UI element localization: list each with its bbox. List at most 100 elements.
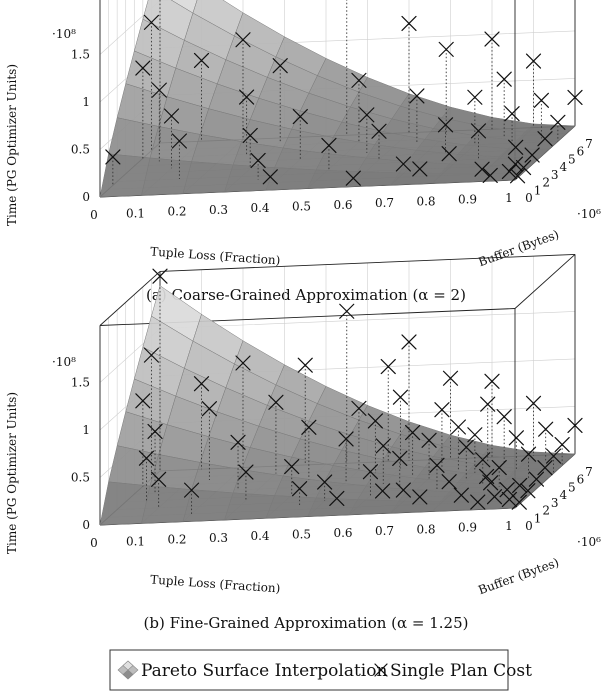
plan-cost-point [501,163,518,180]
y-tick-label: 6 [577,473,585,487]
plan-cost-point [375,483,391,499]
x-axis-label: Tuple Loss (Fraction) [150,244,281,267]
plan-cost-point [515,159,532,176]
plan-cost-point [437,117,454,133]
y-tick-label: 2 [542,176,550,190]
y-tick-label: 5 [568,152,576,166]
caption-b: (b) Fine-Grained Approximation (α = 1.25… [144,614,469,632]
plan-cost-point [362,464,379,480]
y-axis-label: Buffer (Bytes) [476,555,560,597]
plan-cost-point [345,170,361,186]
y-tick-label: 3 [551,168,559,182]
plan-cost-point [496,409,512,425]
plan-cost-point [486,489,503,505]
plan-cost-point [151,471,167,487]
x-tick-label: 0.2 [167,533,186,547]
plan-cost-point [235,355,251,371]
plan-cost-point [409,88,425,104]
x-tick-label: 0.9 [458,193,477,207]
plan-cost-point [508,430,524,446]
y-tick-label: 6 [577,145,585,159]
legend-marker-label: Single Plan Cost [390,661,532,681]
y-tick-label: 1 [534,511,542,525]
x-axis-label: Tuple Loss (Fraction) [150,572,281,595]
plan-cost-point [458,439,474,455]
plan-cost-point [151,82,167,98]
plan-cost-point [467,427,483,443]
plan-cost-point [392,389,409,405]
x-tick-label: 0 [90,536,98,550]
x-tick-label: 0.8 [416,522,435,536]
y-tick-label: 2 [542,504,550,518]
plan-cost-point [351,72,367,88]
x-tick-label: 0.5 [292,200,311,214]
x-tick-label: 0.6 [333,198,352,212]
plan-cost-point [401,334,417,350]
plan-cost-point [533,92,549,108]
plan-cost-point [496,71,512,87]
plan-cost-point [483,475,499,491]
plan-cost-point [507,156,524,172]
plan-cost-point [239,89,255,105]
panel-a: 0 0.1 0.2 0.3 0.4 0.5 0.6 0.7 0.8 0.9 1 0123456700.… [5,0,601,269]
plan-cost-point [484,373,500,389]
z-tick-label: 0.5 [71,143,90,157]
legend-x-marker-icon [374,663,388,677]
plan-cost-point [441,146,457,162]
plan-cost-point [250,152,266,169]
plan-cost-point [525,395,542,411]
y-exponent: ·10⁶ [577,207,601,221]
surface-patch [398,489,450,502]
plan-cost-point [193,52,210,69]
plan-cost-point [550,114,566,130]
y-tick-label: 0 [525,519,533,533]
plan-cost-point [395,482,411,498]
x-tick-label: 0.4 [250,201,269,215]
plan-cost-point [171,133,187,149]
plan-cost-point [392,450,408,466]
plan-cost-point [135,393,151,409]
plan-cost-point [438,41,454,57]
plan-cost-point [412,161,428,177]
plan-cost-point [537,460,553,476]
plan-cost-point [135,60,151,76]
z-exponent: ·10⁸ [52,355,76,369]
plan-cost-point [504,106,520,122]
plan-cost-point [528,471,545,487]
plan-cost-point [163,108,180,124]
x-tick-label: 0.3 [209,531,228,545]
legend-box [109,649,509,691]
z-tick-label: 1 [82,95,90,109]
x-tick-label: 1 [505,191,513,205]
plan-cost-point [479,468,495,485]
y-tick-label: 3 [551,496,559,510]
plan-cost-point [321,137,337,154]
plan-cost-point [524,147,540,163]
y-tick-label: 1 [534,183,542,197]
surface-patch [498,148,550,158]
plan-cost-point [284,458,300,475]
plan-cost-point [351,400,367,416]
plan-cost-point [499,482,515,498]
surface-patch [515,131,568,142]
plan-cost-point [512,477,528,494]
x-tick-label: 0.3 [209,203,228,217]
plan-cost-point [538,421,554,437]
plan-cost-point [230,434,246,450]
plan-cost-point [292,481,308,497]
plan-cost-point [301,419,317,435]
plan-cost-point [480,396,496,412]
plan-cost-point [238,464,254,480]
frame-edge [514,254,576,309]
y-tick-label: 7 [585,137,593,151]
x-tick-label: 0.4 [250,529,269,543]
plan-cost-point [501,491,518,508]
plan-cost-point [235,32,251,48]
frame-edge [99,271,161,326]
plan-cost-point [537,131,553,147]
plan-cost-point [138,450,155,466]
plan-cost-point [470,123,487,139]
plan-cost-point [453,487,469,503]
plan-cost-point [474,161,490,177]
